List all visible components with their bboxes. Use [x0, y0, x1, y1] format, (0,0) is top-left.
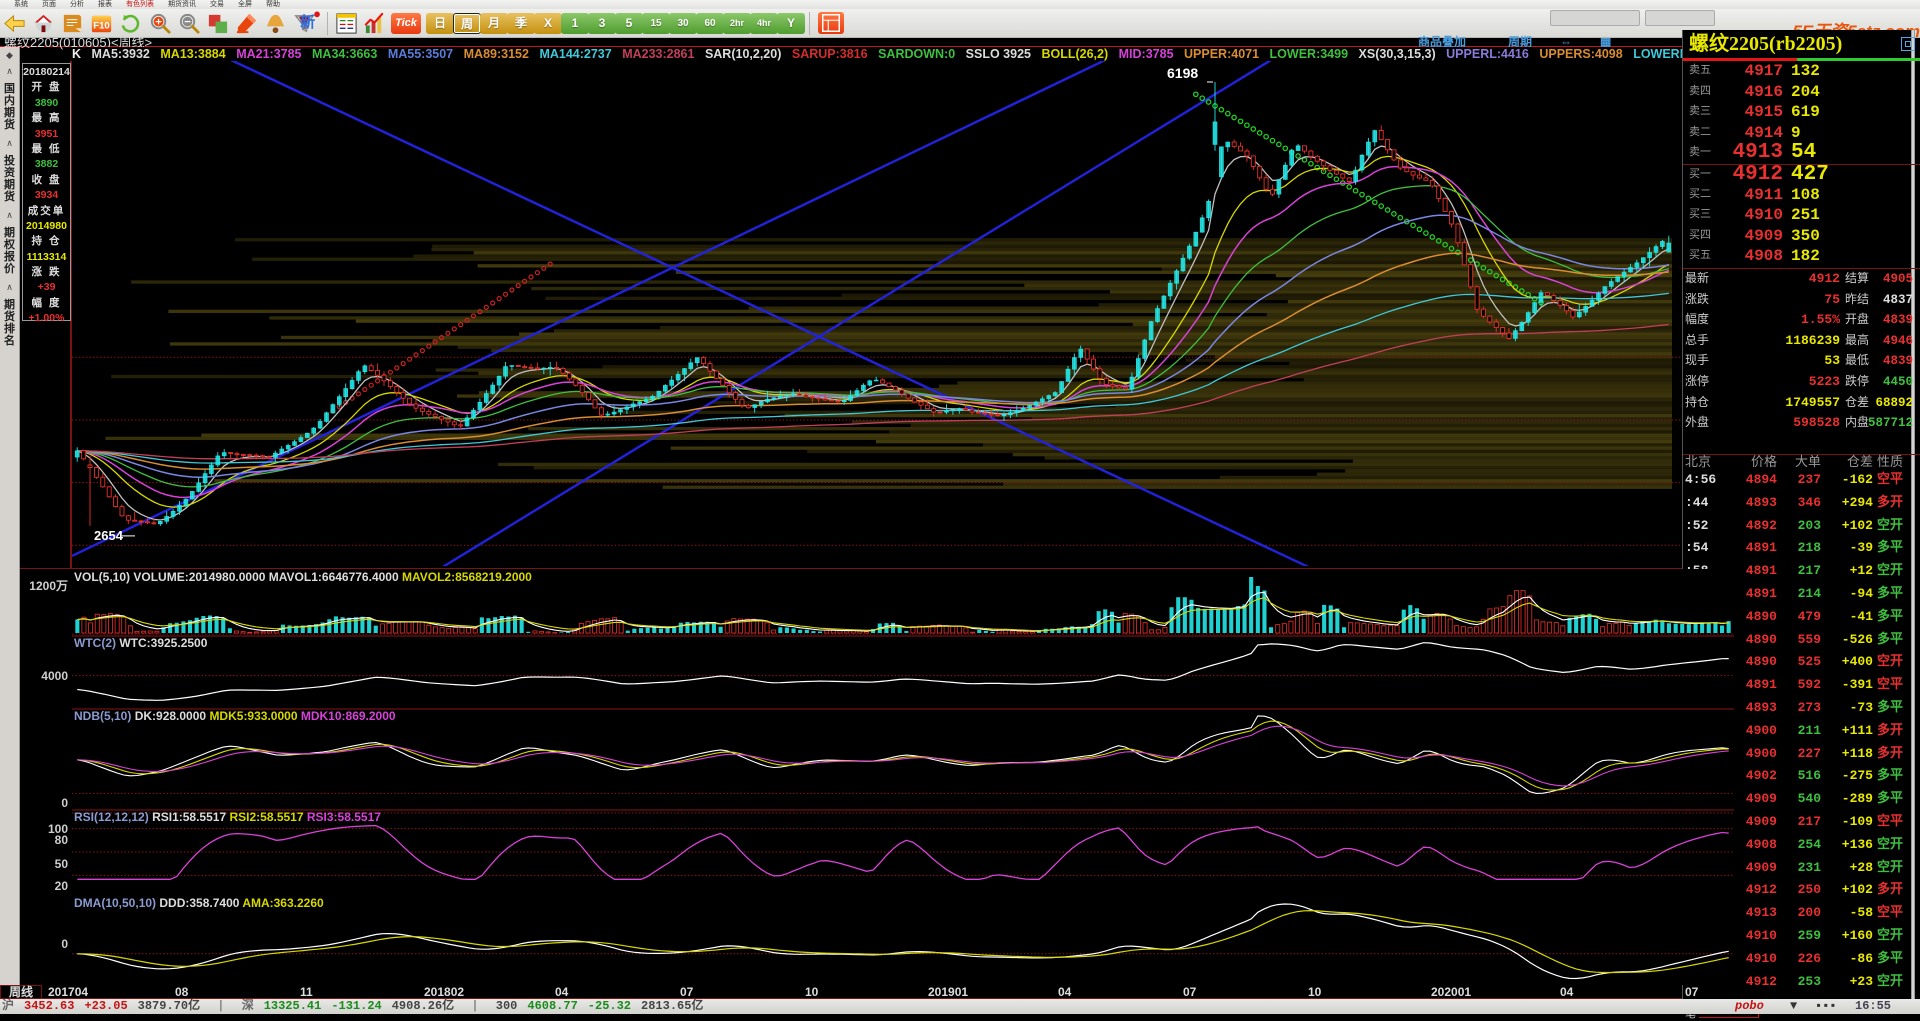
svg-text:6198: 6198	[1167, 65, 1198, 81]
svg-text:2654: 2654	[94, 528, 124, 543]
svg-text:F10: F10	[93, 20, 110, 31]
